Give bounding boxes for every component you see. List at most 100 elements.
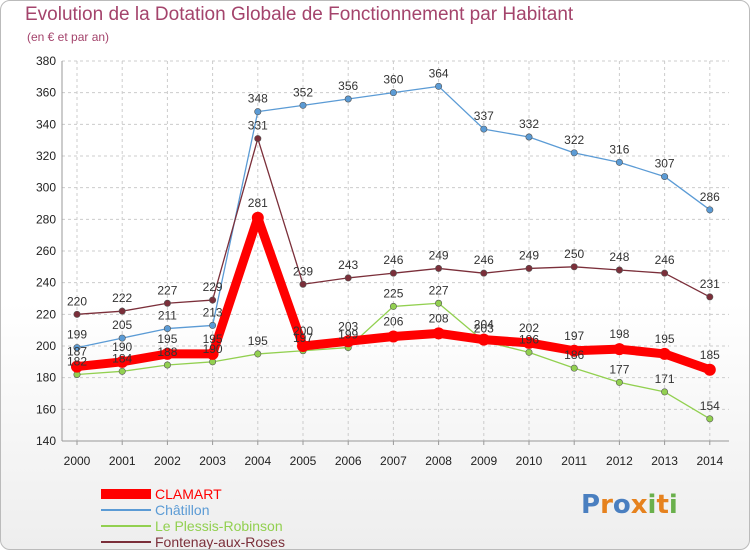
data-label-fontenay-aux-roses: 250 <box>564 247 584 261</box>
y-tick-label: 220 <box>36 307 56 321</box>
data-label-clamart: 206 <box>383 315 403 329</box>
x-tick-label: 2001 <box>109 454 136 468</box>
logo-letter: i <box>668 490 678 520</box>
data-point-le-plessis-robinson <box>163 361 171 369</box>
data-point-clamart <box>251 211 264 224</box>
data-point-clamart <box>342 335 355 348</box>
data-label-clamart: 195 <box>203 332 223 346</box>
data-point-fontenay-aux-roses <box>661 269 669 277</box>
axis-layer: 140 160 180 200 220 240 260 280 300 320 340 360 380 2… <box>36 54 729 468</box>
data-point-chatillon <box>706 206 714 214</box>
data-label-le-plessis-robinson: 177 <box>609 362 629 376</box>
data-point-fontenay-aux-roses <box>615 266 623 274</box>
legend-swatch-le-plessis-robinson <box>101 525 151 527</box>
data-point-chatillon <box>73 344 81 352</box>
data-label-clamart: 195 <box>655 332 675 346</box>
data-point-fontenay-aux-roses <box>299 280 307 288</box>
x-tick-label: 2009 <box>470 454 497 468</box>
data-point-clamart <box>206 347 219 360</box>
data-point-fontenay-aux-roses <box>73 310 81 318</box>
data-label-le-plessis-robinson: 182 <box>67 355 87 369</box>
data-label-clamart: 208 <box>429 311 449 325</box>
data-point-le-plessis-robinson <box>525 348 533 356</box>
x-tick-label: 2005 <box>290 454 317 468</box>
y-tick-label: 300 <box>36 181 56 195</box>
data-point-chatillon <box>435 82 443 90</box>
legend-swatch-clamart <box>101 489 151 499</box>
y-tick-label: 280 <box>36 212 56 226</box>
data-label-chatillon: 332 <box>519 117 539 131</box>
logo-letter: o <box>612 490 631 520</box>
x-tick-label: 2010 <box>516 454 543 468</box>
data-label-le-plessis-robinson: 188 <box>157 345 177 359</box>
data-point-chatillon <box>480 125 488 133</box>
logo-letter: t <box>656 490 669 520</box>
logo-letter: P <box>581 490 601 520</box>
y-tick-label: 260 <box>36 244 56 258</box>
x-tick-label: 2008 <box>425 454 452 468</box>
data-point-clamart <box>477 333 490 346</box>
data-point-fontenay-aux-roses <box>706 293 714 301</box>
data-label-le-plessis-robinson: 195 <box>248 334 268 348</box>
data-label-clamart: 204 <box>474 318 494 332</box>
legend-label-clamart: CLAMART <box>155 486 222 502</box>
data-label-fontenay-aux-roses: 227 <box>157 283 177 297</box>
y-tick-label: 380 <box>36 54 56 68</box>
data-point-clamart <box>432 327 445 340</box>
data-label-le-plessis-robinson: 196 <box>519 332 539 346</box>
data-point-le-plessis-robinson <box>661 388 669 396</box>
data-label-chatillon: 337 <box>474 109 494 123</box>
data-point-clamart <box>387 330 400 343</box>
data-label-chatillon: 211 <box>158 309 177 323</box>
data-label-chatillon: 286 <box>700 190 720 204</box>
x-tick-label: 2013 <box>651 454 678 468</box>
data-label-le-plessis-robinson: 154 <box>700 399 720 413</box>
x-tick-label: 2006 <box>335 454 362 468</box>
data-label-le-plessis-robinson: 197 <box>293 331 313 345</box>
data-point-fontenay-aux-roses <box>118 307 126 315</box>
data-label-fontenay-aux-roses: 249 <box>429 248 449 262</box>
data-point-clamart <box>613 343 626 356</box>
data-label-fontenay-aux-roses: 246 <box>383 253 403 267</box>
chart-title: Evolution de la Dotation Globale de Fonc… <box>25 4 574 25</box>
data-point-le-plessis-robinson <box>118 367 126 375</box>
x-tick-label: 2012 <box>606 454 633 468</box>
data-label-clamart: 198 <box>609 327 629 341</box>
data-label-le-plessis-robinson: 227 <box>429 283 449 297</box>
data-label-le-plessis-robinson: 186 <box>564 348 584 362</box>
data-label-fontenay-aux-roses: 229 <box>203 280 223 294</box>
data-label-clamart: 200 <box>293 324 313 338</box>
data-label-fontenay-aux-roses: 222 <box>112 291 132 305</box>
data-label-clamart: 197 <box>564 329 584 343</box>
data-point-clamart <box>116 355 129 368</box>
legend-swatch-fontenay-aux-roses <box>101 541 151 543</box>
data-point-fontenay-aux-roses <box>209 296 217 304</box>
data-point-le-plessis-robinson <box>706 415 714 423</box>
y-tick-label: 180 <box>36 371 56 385</box>
chart-subtitle: (en € et par an) <box>27 30 110 44</box>
y-tick-label: 360 <box>36 86 56 100</box>
data-label-fontenay-aux-roses: 248 <box>609 250 629 264</box>
data-label-chatillon: 348 <box>248 92 268 106</box>
data-label-le-plessis-robinson: 199 <box>338 328 358 342</box>
data-point-chatillon <box>254 108 262 116</box>
data-point-fontenay-aux-roses <box>570 263 578 271</box>
data-label-fontenay-aux-roses: 243 <box>338 258 358 272</box>
series-layer <box>71 82 716 423</box>
data-point-le-plessis-robinson <box>389 302 397 310</box>
x-tick-label: 2000 <box>64 454 91 468</box>
legend-label-fontenay-aux-roses: Fontenay-aux-Roses <box>155 534 285 550</box>
data-point-fontenay-aux-roses <box>344 274 352 282</box>
data-point-fontenay-aux-roses <box>163 299 171 307</box>
data-point-clamart <box>297 340 309 352</box>
data-label-fontenay-aux-roses: 220 <box>67 294 87 308</box>
data-point-fontenay-aux-roses <box>435 264 443 272</box>
data-label-clamart: 281 <box>248 196 268 210</box>
data-label-fontenay-aux-roses: 249 <box>519 248 539 262</box>
data-point-clamart <box>568 344 581 357</box>
data-point-le-plessis-robinson <box>570 364 578 372</box>
y-tick-label: 160 <box>36 402 56 416</box>
data-point-le-plessis-robinson <box>615 378 623 386</box>
logo-letter: x <box>630 490 648 520</box>
